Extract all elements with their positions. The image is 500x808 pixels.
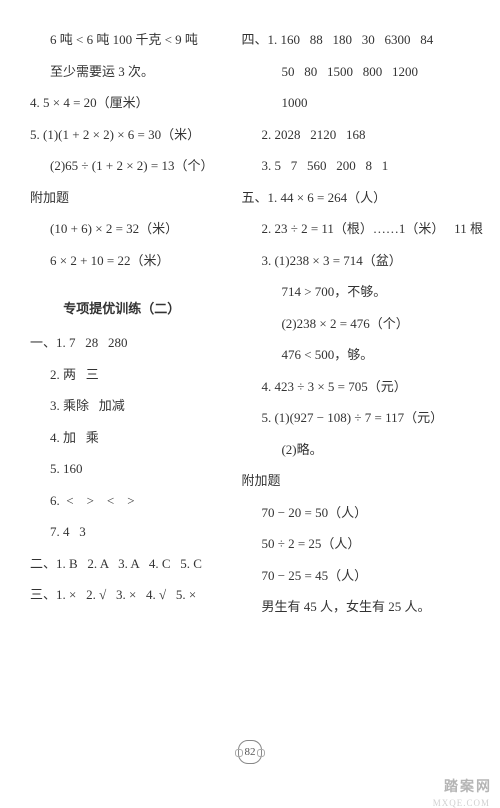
text-line: 1000: [241, 93, 483, 113]
text-line: 3. (1)238 × 3 = 714（盆）: [241, 251, 483, 271]
text-line: (10 + 6) × 2 = 32（米）: [30, 219, 213, 239]
text-line: 50 ÷ 2 = 25（人）: [241, 534, 483, 554]
text-line: 五、1. 44 × 6 = 264（人）: [241, 188, 483, 208]
left-column: 6 吨 < 6 吨 100 千克 < 9 吨 至少需要运 3 次。 4. 5 ×…: [30, 30, 227, 680]
text-line: 3. 乘除 加减: [30, 396, 213, 416]
text-line: 6 × 2 + 10 = 22（米）: [30, 251, 213, 271]
text-line: 三、1. × 2. √ 3. × 4. √ 5. ×: [30, 585, 213, 605]
text-line: 70 − 20 = 50（人）: [241, 503, 483, 523]
text-line: 4. 加 乘: [30, 428, 213, 448]
text-line: 6 吨 < 6 吨 100 千克 < 9 吨: [30, 30, 213, 50]
text-line: (2)65 ÷ (1 + 2 × 2) = 13（个）: [30, 156, 213, 176]
text-line: 476 < 500，够。: [241, 345, 483, 365]
text-line: 二、1. B 2. A 3. A 4. C 5. C: [30, 554, 213, 574]
text-line: (2)238 × 2 = 476（个）: [241, 314, 483, 334]
text-line: (2)略。: [241, 440, 483, 460]
page-number-badge: 82: [0, 740, 500, 764]
text-line: 70 − 25 = 45（人）: [241, 566, 483, 586]
section-heading: 附加题: [241, 471, 483, 491]
text-line: 至少需要运 3 次。: [30, 62, 213, 82]
text-line: 7. 4 3: [30, 522, 213, 542]
text-line: 一、1. 7 28 280: [30, 333, 213, 353]
text-line: 714 > 700，不够。: [241, 282, 483, 302]
text-line: 3. 5 7 560 200 8 1: [241, 156, 483, 176]
text-line: 5. 160: [30, 459, 213, 479]
text-line: 2. 2028 2120 168: [241, 125, 483, 145]
text-line: 5. (1)(1 + 2 × 2) × 6 = 30（米）: [30, 125, 213, 145]
text-line: 2. 两 三: [30, 365, 213, 385]
page-number: 82: [238, 740, 262, 764]
text-line: 50 80 1500 800 1200: [241, 62, 483, 82]
right-column: 四、1. 160 88 180 30 6300 84 50 80 1500 80…: [227, 30, 483, 680]
watermark-main: 踏案网: [444, 776, 492, 796]
text-line: 2. 23 ÷ 2 = 11（根）……1（米） 11 根: [241, 219, 483, 239]
text-line: 男生有 45 人，女生有 25 人。: [241, 597, 483, 617]
page-content: 6 吨 < 6 吨 100 千克 < 9 吨 至少需要运 3 次。 4. 5 ×…: [0, 0, 500, 720]
section-title: 专项提优训练（二）: [30, 298, 213, 317]
text-line: 5. (1)(927 − 108) ÷ 7 = 117（元）: [241, 408, 483, 428]
text-line: 6. < > < >: [30, 491, 213, 511]
section-heading: 附加题: [30, 188, 213, 208]
text-line: 4. 5 × 4 = 20（厘米）: [30, 93, 213, 113]
text-line: 4. 423 ÷ 3 × 5 = 705（元）: [241, 377, 483, 397]
text-line: 四、1. 160 88 180 30 6300 84: [241, 30, 483, 50]
